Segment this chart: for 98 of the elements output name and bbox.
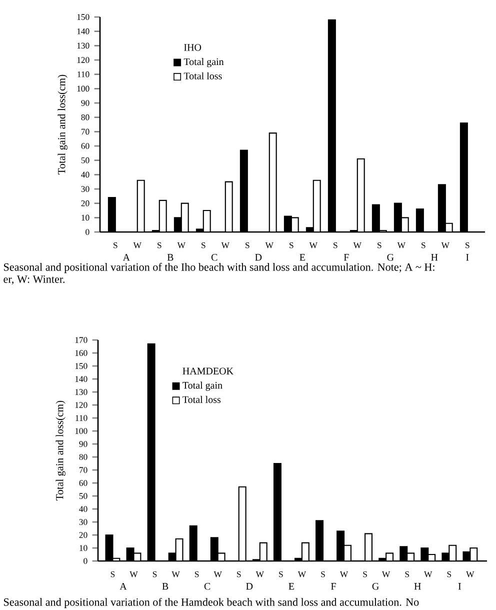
text: Seasonal and positional variation of the Hamdeok beach with sand loss and accumulation. No xyxy=(4,598,419,608)
x-tick-label: S xyxy=(279,571,283,578)
y-axis-title: Total gain and loss(cm) xyxy=(56,400,66,500)
y-tick-label: 140 xyxy=(75,376,88,382)
y-tick-label: 90 xyxy=(79,441,88,447)
y-tick-label: 40 xyxy=(79,506,88,512)
y-tick-label: 80 xyxy=(81,114,90,120)
y-tick-label: 100 xyxy=(75,428,88,434)
y-tick-label: 10 xyxy=(82,214,90,221)
x-tick-label: W xyxy=(397,242,406,248)
x-tick-label: W xyxy=(441,242,450,248)
text: I xyxy=(458,583,461,590)
x-tick-label: S xyxy=(158,242,162,248)
x-tick-label: W xyxy=(309,242,318,248)
legend-label: Total gain xyxy=(182,382,222,391)
text: I xyxy=(466,254,469,261)
text: E xyxy=(288,583,294,590)
x-tick-label: W xyxy=(424,571,432,578)
x-tick-label: W xyxy=(214,571,222,578)
text: G xyxy=(372,582,379,590)
x-tick-label: S xyxy=(110,571,115,578)
y-tick-label: 60 xyxy=(79,480,88,486)
y-tick-label: 40 xyxy=(81,172,90,178)
x-tick-label: W xyxy=(353,242,362,248)
x-tick-label: W xyxy=(130,571,138,578)
y-tick-label: 150 xyxy=(77,14,90,20)
x-tick-label: S xyxy=(246,242,250,248)
y-tick-label: 70 xyxy=(79,467,88,473)
x-tick-label: S xyxy=(114,242,118,248)
text: G xyxy=(387,254,394,261)
x-tick-label: S xyxy=(321,571,325,578)
y-tick-label: 110 xyxy=(76,415,88,421)
text: D xyxy=(246,583,253,590)
y-tick-label: 30 xyxy=(79,519,88,525)
y-tick-label: 170 xyxy=(75,337,88,343)
x-tick-label: W xyxy=(221,242,230,248)
y-tick-label: 100 xyxy=(77,86,90,92)
x-tick-label: S xyxy=(422,242,426,248)
y-tick-label: 60 xyxy=(81,143,90,149)
y-tick-label: 0 xyxy=(84,558,88,564)
x-tick-label: S xyxy=(195,571,199,578)
y-tick-label: 120 xyxy=(75,402,88,408)
x-tick-label: S xyxy=(405,571,409,578)
y-axis-title: Total gain and loss(cm) xyxy=(58,74,68,174)
y-tick-label: 20 xyxy=(79,532,88,538)
text: er, W: Winter. xyxy=(4,275,65,284)
y-tick-label: 10 xyxy=(80,545,88,551)
y-tick-label: 130 xyxy=(77,42,90,49)
x-tick-label: W xyxy=(466,571,474,578)
legend-label: Total gain xyxy=(184,58,224,68)
x-tick-label: W xyxy=(265,242,274,248)
x-tick-label: S xyxy=(152,571,157,578)
text: C xyxy=(211,254,218,261)
y-tick-label: 50 xyxy=(79,493,88,499)
x-tick-label: W xyxy=(133,242,142,248)
y-tick-label: 80 xyxy=(79,454,88,460)
x-tick-label: W xyxy=(256,571,264,578)
x-tick-label: W xyxy=(340,571,348,578)
text: B xyxy=(162,583,168,590)
x-tick-label: S xyxy=(237,571,241,578)
legend-title: HAMDEOK xyxy=(182,368,234,374)
text: F xyxy=(344,254,349,261)
x-tick-label: S xyxy=(447,571,452,578)
legend-label: Total loss xyxy=(182,396,221,403)
y-tick-label: 50 xyxy=(81,157,90,164)
y-tick-label: 150 xyxy=(75,363,88,369)
x-tick-label: W xyxy=(177,242,186,248)
text: Seasonal and positional variation of the Iho beach with sand loss and accumulation. Note; A ~ H: xyxy=(4,262,434,274)
text: F xyxy=(331,583,336,590)
text: A xyxy=(120,583,127,590)
x-tick-label: S xyxy=(378,242,382,248)
x-tick-label: S xyxy=(363,571,367,578)
x-tick-label: W xyxy=(172,571,180,578)
x-tick-label: W xyxy=(298,571,306,578)
y-tick-label: 30 xyxy=(81,186,90,192)
y-tick-label: 110 xyxy=(78,71,90,78)
y-tick-label: 120 xyxy=(77,57,90,63)
text: C xyxy=(204,582,210,590)
y-tick-label: 130 xyxy=(75,389,88,395)
text: H xyxy=(431,254,438,261)
text: B xyxy=(167,254,174,261)
y-tick-label: 140 xyxy=(77,28,90,34)
text: A xyxy=(122,254,130,261)
legend-title: IHO xyxy=(184,44,202,51)
text: D xyxy=(255,254,262,261)
x-tick-label: S xyxy=(466,242,470,248)
y-tick-label: 20 xyxy=(81,200,90,206)
legend-label: Total loss xyxy=(184,72,222,80)
x-tick-label: S xyxy=(290,242,294,248)
text: E xyxy=(300,254,305,261)
x-tick-label: W xyxy=(382,571,390,578)
x-tick-label: S xyxy=(202,242,206,248)
text: H xyxy=(414,583,421,590)
y-tick-label: 90 xyxy=(81,100,90,106)
y-tick-label: 0 xyxy=(86,229,90,235)
x-tick-label: S xyxy=(334,242,338,248)
y-tick-label: 160 xyxy=(75,350,88,356)
y-tick-label: 70 xyxy=(81,128,90,135)
